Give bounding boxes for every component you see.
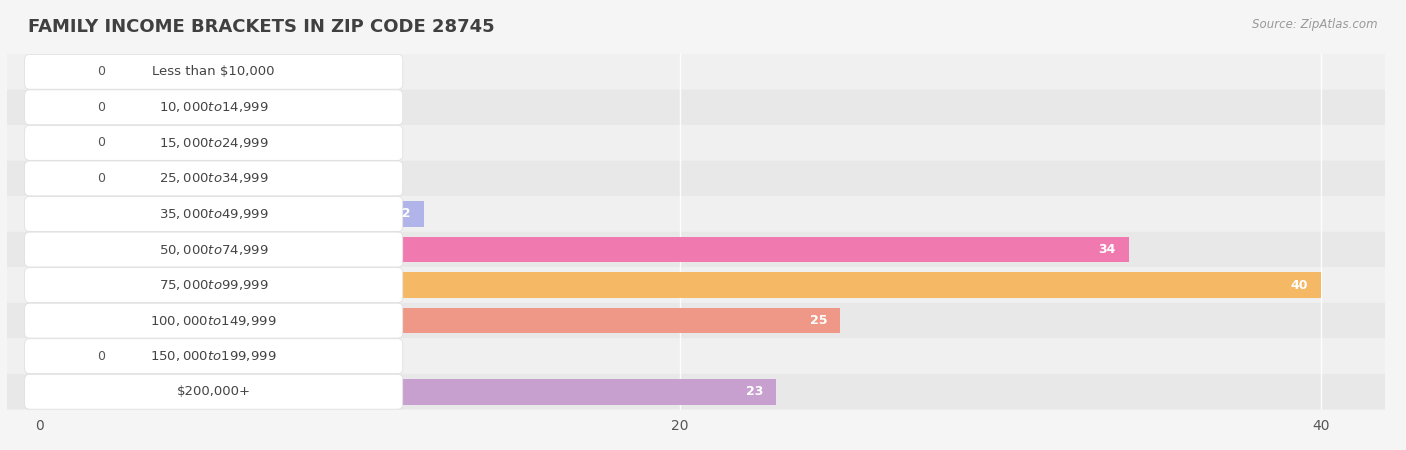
Bar	[39, 201, 423, 227]
Text: $10,000 to $14,999: $10,000 to $14,999	[159, 100, 269, 114]
Text: 12: 12	[394, 207, 411, 220]
Bar	[39, 343, 77, 369]
Text: $75,000 to $99,999: $75,000 to $99,999	[159, 278, 269, 292]
Text: 0: 0	[97, 172, 105, 185]
Text: $25,000 to $34,999: $25,000 to $34,999	[159, 171, 269, 185]
FancyBboxPatch shape	[25, 126, 402, 160]
Text: 0: 0	[97, 136, 105, 149]
FancyBboxPatch shape	[25, 90, 402, 125]
Bar	[39, 308, 841, 333]
FancyBboxPatch shape	[25, 339, 402, 374]
Text: $200,000+: $200,000+	[177, 385, 250, 398]
Bar	[39, 130, 77, 156]
FancyBboxPatch shape	[25, 303, 402, 338]
FancyBboxPatch shape	[7, 338, 1406, 374]
FancyBboxPatch shape	[25, 374, 402, 409]
FancyBboxPatch shape	[7, 161, 1406, 196]
Text: $150,000 to $199,999: $150,000 to $199,999	[150, 349, 277, 363]
Text: $15,000 to $24,999: $15,000 to $24,999	[159, 136, 269, 150]
Text: 0: 0	[97, 101, 105, 114]
FancyBboxPatch shape	[25, 54, 402, 89]
FancyBboxPatch shape	[7, 196, 1406, 232]
Text: 0: 0	[97, 350, 105, 363]
FancyBboxPatch shape	[25, 232, 402, 267]
FancyBboxPatch shape	[7, 232, 1406, 267]
FancyBboxPatch shape	[7, 303, 1406, 338]
FancyBboxPatch shape	[25, 161, 402, 196]
Text: 34: 34	[1098, 243, 1116, 256]
FancyBboxPatch shape	[25, 268, 402, 302]
Text: FAMILY INCOME BRACKETS IN ZIP CODE 28745: FAMILY INCOME BRACKETS IN ZIP CODE 28745	[28, 18, 495, 36]
Text: 0: 0	[97, 65, 105, 78]
FancyBboxPatch shape	[7, 125, 1406, 161]
Text: $100,000 to $149,999: $100,000 to $149,999	[150, 314, 277, 328]
Text: Less than $10,000: Less than $10,000	[152, 65, 276, 78]
FancyBboxPatch shape	[7, 54, 1406, 90]
Bar	[39, 237, 1129, 262]
Text: 23: 23	[747, 385, 763, 398]
Text: 25: 25	[810, 314, 827, 327]
Text: $50,000 to $74,999: $50,000 to $74,999	[159, 243, 269, 256]
FancyBboxPatch shape	[7, 374, 1406, 410]
FancyBboxPatch shape	[7, 90, 1406, 125]
Bar	[39, 94, 77, 120]
Text: 40: 40	[1291, 279, 1308, 292]
FancyBboxPatch shape	[25, 197, 402, 231]
FancyBboxPatch shape	[7, 267, 1406, 303]
Text: $35,000 to $49,999: $35,000 to $49,999	[159, 207, 269, 221]
Bar	[39, 166, 77, 191]
Bar	[39, 59, 77, 85]
Text: Source: ZipAtlas.com: Source: ZipAtlas.com	[1253, 18, 1378, 31]
Bar	[39, 272, 1320, 298]
Bar	[39, 379, 776, 405]
